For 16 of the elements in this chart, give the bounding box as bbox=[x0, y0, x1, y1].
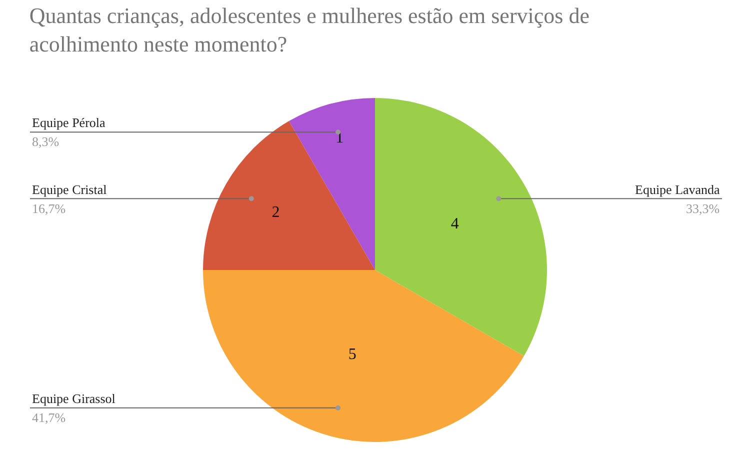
chart-title: Quantas crianças, adolescentes e mulheres estão em serviços de acolhimento neste momento? bbox=[29, 2, 590, 56]
slice-label: Equipe Cristal bbox=[32, 182, 108, 197]
pie-slice bbox=[375, 98, 547, 356]
pie-slice bbox=[289, 98, 375, 270]
text: 33,3% bbox=[686, 201, 720, 216]
text: 41,7% bbox=[32, 410, 66, 425]
data-label: 4 bbox=[450, 215, 459, 232]
data-label: 2 bbox=[272, 204, 280, 222]
text: 8,3% bbox=[32, 134, 60, 149]
slice-label: Equipe Girassol bbox=[32, 391, 116, 406]
text: 16,7% bbox=[32, 201, 66, 216]
pie-slice bbox=[203, 270, 524, 442]
pie-slice bbox=[203, 121, 375, 270]
slice-label: Equipe Lavanda bbox=[635, 182, 720, 197]
slice-label: Equipe Pérola bbox=[32, 115, 106, 130]
data-label: 5 bbox=[348, 346, 356, 364]
